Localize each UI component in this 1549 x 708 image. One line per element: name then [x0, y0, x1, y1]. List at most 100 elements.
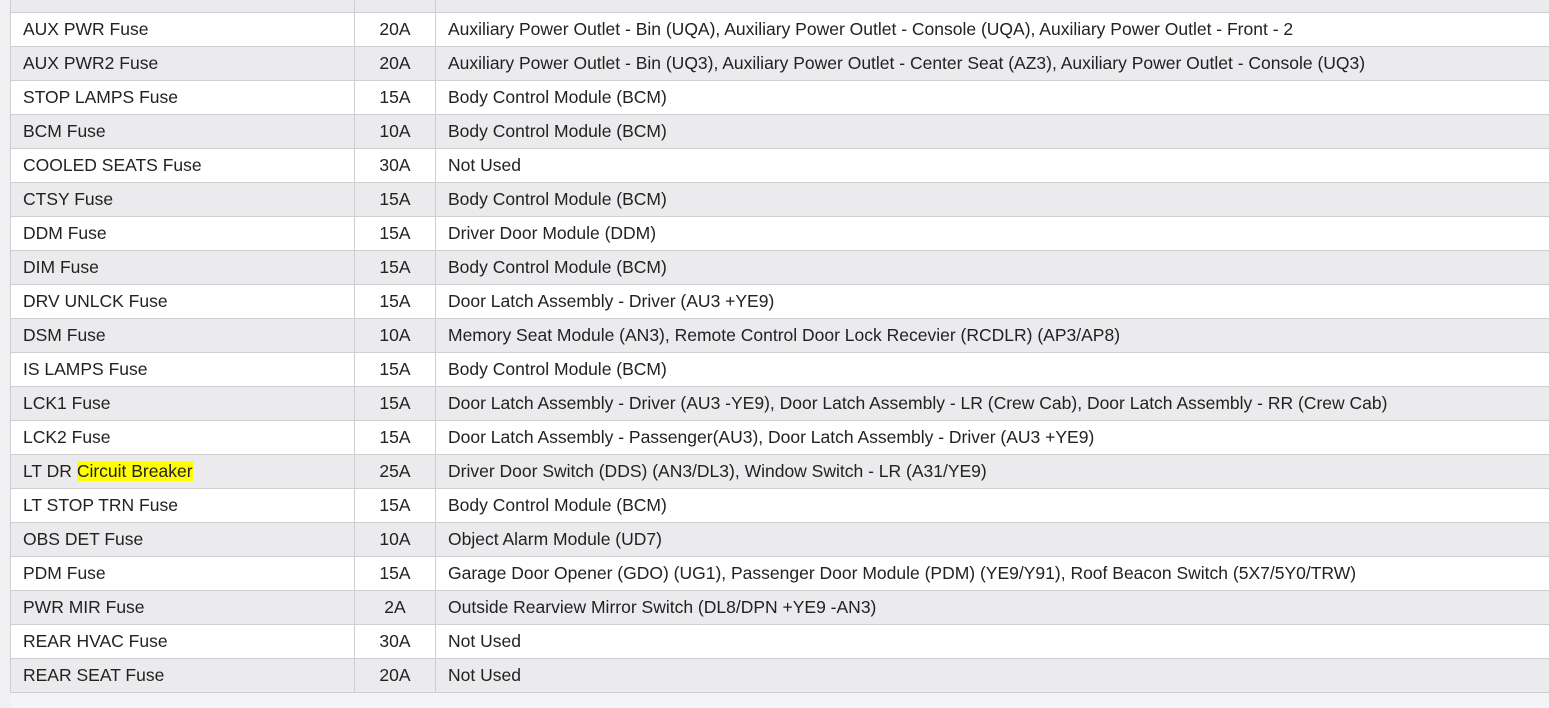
fuse-name: COOLED SEATS Fuse: [23, 155, 202, 175]
table-row: REAR HVAC Fuse 30A Not Used: [10, 624, 1549, 659]
fuse-rating: 15A: [354, 386, 436, 421]
fuse-name: BCM Fuse: [23, 121, 106, 141]
fuse-description: Object Alarm Module (UD7): [435, 522, 1549, 557]
fuse-rating: 15A: [354, 488, 436, 523]
fuse-description: Body Control Module (BCM): [435, 352, 1549, 387]
fuse-rating: 2A: [354, 590, 436, 625]
table-row: DIM Fuse 15A Body Control Module (BCM): [10, 250, 1549, 285]
table-row: IS LAMPS Fuse 15A Body Control Module (BCM…: [10, 352, 1549, 387]
fuse-name-cell: STOP LAMPS Fuse: [10, 80, 355, 115]
fuse-description: Door Latch Assembly - Driver (AU3 -YE9),…: [435, 386, 1549, 421]
fuse-description: Door Latch Assembly - Driver (AU3 +YE9): [435, 284, 1549, 319]
fuse-name: LCK1 Fuse: [23, 393, 111, 413]
fuse-name: STOP LAMPS Fuse: [23, 87, 178, 107]
fuse-name-cell: LCK2 Fuse: [10, 420, 355, 455]
table-row: DRV UNLCK Fuse 15A Door Latch Assembly - D…: [10, 284, 1549, 319]
fuse-description: Garage Door Opener (GDO) (UG1), Passenge…: [435, 556, 1549, 591]
fuse-name: PDM Fuse: [23, 563, 106, 583]
fuse-name-cell: AUX PWR Fuse: [10, 12, 355, 47]
fuse-rating: 20A: [354, 12, 436, 47]
fuse-rating: 15A: [354, 556, 436, 591]
fuse-name: REAR HVAC Fuse: [23, 631, 168, 651]
fuse-description: Not Used: [435, 624, 1549, 659]
fuse-name-cell: DDM Fuse: [10, 216, 355, 251]
fuse-name: DDM Fuse: [23, 223, 107, 243]
fuse-rating: 10A: [354, 114, 436, 149]
table-row: LCK1 Fuse 15A Door Latch Assembly - Driver…: [10, 386, 1549, 421]
fuse-name: DRV UNLCK Fuse: [23, 291, 168, 311]
fuse-name-cell: LT DR Circuit Breaker: [10, 454, 355, 489]
fuse-description: Memory Seat Module (AN3), Remote Control…: [435, 318, 1549, 353]
fuse-name: PWR MIR Fuse: [23, 597, 145, 617]
fuse-name-cell: DSM Fuse: [10, 318, 355, 353]
fuse-name: AUX PWR Fuse: [23, 19, 149, 39]
fuse-rating: 20A: [354, 46, 436, 81]
fuse-name-cell: DIM Fuse: [10, 250, 355, 285]
header-cell-rating: [354, 0, 436, 13]
table-header-row: [10, 0, 1549, 13]
fuse-name: AUX PWR2 Fuse: [23, 53, 159, 73]
fuse-name-cell: PDM Fuse: [10, 556, 355, 591]
fuse-name-cell: CTSY Fuse: [10, 182, 355, 217]
fuse-rating: 15A: [354, 284, 436, 319]
fuse-name: DIM Fuse: [23, 257, 99, 277]
table-row: OBS DET Fuse 10A Object Alarm Module (UD7): [10, 522, 1549, 557]
fuse-name: LT DR: [23, 461, 77, 481]
fuse-rating: 10A: [354, 318, 436, 353]
fuse-description: Body Control Module (BCM): [435, 488, 1549, 523]
fuse-name-cell: OBS DET Fuse: [10, 522, 355, 557]
table-row: REAR SEAT Fuse 20A Not Used: [10, 658, 1549, 693]
fuse-name: REAR SEAT Fuse: [23, 665, 165, 685]
fuse-description: Body Control Module (BCM): [435, 250, 1549, 285]
fuse-rating: 10A: [354, 522, 436, 557]
fuse-rating: 15A: [354, 80, 436, 115]
table-row: DSM Fuse 10A Memory Seat Module (AN3), Rem…: [10, 318, 1549, 353]
table-row: BCM Fuse 10A Body Control Module (BCM): [10, 114, 1549, 149]
table-row: PWR MIR Fuse 2A Outside Rearview Mirror Sw…: [10, 590, 1549, 625]
fuse-name-cell: DRV UNLCK Fuse: [10, 284, 355, 319]
fuse-name-cell: COOLED SEATS Fuse: [10, 148, 355, 183]
fuse-name-cell: AUX PWR2 Fuse: [10, 46, 355, 81]
fuse-rating: 20A: [354, 658, 436, 693]
fuse-rating: 25A: [354, 454, 436, 489]
table-row: LT STOP TRN Fuse 15A Body Control Module (…: [10, 488, 1549, 523]
fuse-name-cell: IS LAMPS Fuse: [10, 352, 355, 387]
fuse-rating: 15A: [354, 352, 436, 387]
fuse-name: CTSY Fuse: [23, 189, 114, 209]
fuse-description: Not Used: [435, 658, 1549, 693]
fuse-description: Driver Door Module (DDM): [435, 216, 1549, 251]
table-row: LCK2 Fuse 15A Door Latch Assembly - Passen…: [10, 420, 1549, 455]
fuse-description: Body Control Module (BCM): [435, 80, 1549, 115]
header-cell-name: [10, 0, 355, 13]
fuse-name: OBS DET Fuse: [23, 529, 144, 549]
highlighted-text: Circuit Breaker: [76, 461, 193, 481]
fuse-name-cell: LCK1 Fuse: [10, 386, 355, 421]
table-row: CTSY Fuse 15A Body Control Module (BCM): [10, 182, 1549, 217]
table-row: COOLED SEATS Fuse 30A Not Used: [10, 148, 1549, 183]
fuse-rating: 15A: [354, 250, 436, 285]
fuse-description: Body Control Module (BCM): [435, 182, 1549, 217]
fuse-name-cell: LT STOP TRN Fuse: [10, 488, 355, 523]
table-row: AUX PWR Fuse 20A Auxiliary Power Outlet - …: [10, 12, 1549, 47]
fuse-description: Not Used: [435, 148, 1549, 183]
fuse-name: LT STOP TRN Fuse: [23, 495, 178, 515]
fuse-name-cell: PWR MIR Fuse: [10, 590, 355, 625]
header-cell-description: [435, 0, 1549, 13]
fuse-rating: 15A: [354, 420, 436, 455]
fuse-rating: 30A: [354, 148, 436, 183]
fuse-rating: 15A: [354, 182, 436, 217]
table-row: PDM Fuse 15A Garage Door Opener (GDO) (UG1…: [10, 556, 1549, 591]
fuse-name-cell: REAR HVAC Fuse: [10, 624, 355, 659]
fuse-name: LCK2 Fuse: [23, 427, 111, 447]
fuse-name: DSM Fuse: [23, 325, 106, 345]
fuse-rating: 15A: [354, 216, 436, 251]
fuse-description: Auxiliary Power Outlet - Bin (UQA), Auxi…: [435, 12, 1549, 47]
fuse-description: Outside Rearview Mirror Switch (DL8/DPN …: [435, 590, 1549, 625]
fuse-description: Driver Door Switch (DDS) (AN3/DL3), Wind…: [435, 454, 1549, 489]
fuse-name: IS LAMPS Fuse: [23, 359, 148, 379]
fuse-description: Auxiliary Power Outlet - Bin (UQ3), Auxi…: [435, 46, 1549, 81]
table-row: DDM Fuse 15A Driver Door Module (DDM): [10, 216, 1549, 251]
fuse-name-cell: REAR SEAT Fuse: [10, 658, 355, 693]
fuse-rating: 30A: [354, 624, 436, 659]
fuse-name-cell: BCM Fuse: [10, 114, 355, 149]
